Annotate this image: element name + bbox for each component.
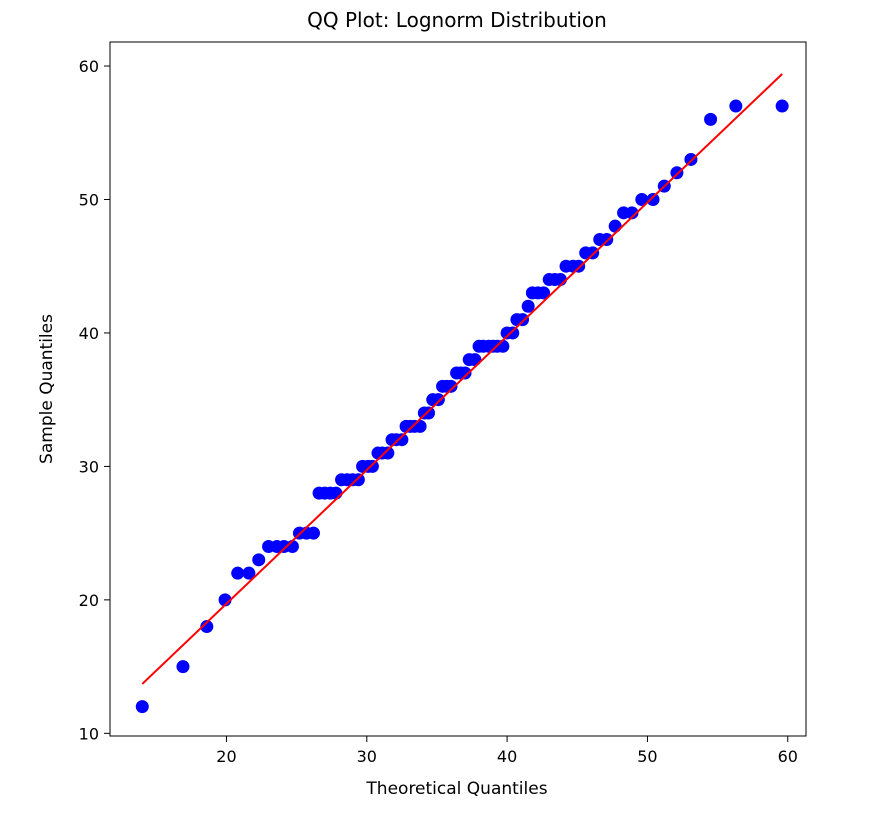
x-tick-label: 50 [637, 747, 657, 766]
data-point [395, 433, 409, 447]
data-point [586, 246, 600, 260]
data-point [329, 486, 343, 500]
x-tick-label: 20 [216, 747, 236, 766]
x-axis-label: Theoretical Quantiles [365, 779, 547, 799]
y-axis-label: Sample Quantiles [37, 314, 57, 464]
data-point [646, 192, 660, 206]
data-point [670, 166, 684, 180]
y-tick-label: 60 [79, 57, 99, 76]
data-point [775, 99, 789, 113]
data-point [413, 419, 427, 433]
reference-line [141, 73, 783, 685]
data-point [516, 313, 530, 327]
data-point [537, 286, 551, 300]
data-point [729, 99, 743, 113]
x-axis: 20 30 40 50 60 [216, 736, 798, 766]
y-tick-label: 20 [79, 591, 99, 610]
data-point [431, 393, 445, 407]
data-point [444, 379, 458, 393]
data-point [306, 526, 320, 540]
chart-title: QQ Plot: Lognorm Distribution [307, 8, 607, 32]
data-point [176, 660, 190, 674]
data-point [422, 406, 436, 420]
data-point [242, 566, 256, 580]
data-point [572, 259, 586, 273]
data-point [496, 339, 510, 353]
data-layer [135, 73, 789, 714]
data-point [608, 219, 622, 233]
data-point [506, 326, 520, 340]
data-point [521, 299, 535, 313]
data-point [351, 473, 365, 487]
x-tick-label: 40 [497, 747, 517, 766]
y-tick-label: 40 [79, 324, 99, 343]
data-point [468, 353, 482, 367]
x-tick-label: 60 [778, 747, 798, 766]
data-point [635, 192, 649, 206]
data-point [704, 112, 718, 126]
data-point [381, 446, 395, 460]
data-point [252, 553, 266, 567]
data-point [200, 620, 214, 634]
x-tick-label: 30 [357, 747, 377, 766]
data-point [231, 566, 245, 580]
data-point [458, 366, 472, 380]
data-point [600, 233, 614, 247]
y-axis: 10 20 30 40 50 60 [79, 57, 110, 743]
plot-area [109, 41, 807, 737]
y-tick-label: 50 [79, 190, 99, 209]
data-point [365, 459, 379, 473]
data-point [135, 700, 149, 714]
y-tick-label: 10 [79, 724, 99, 743]
data-point [625, 206, 639, 220]
y-tick-label: 30 [79, 457, 99, 476]
